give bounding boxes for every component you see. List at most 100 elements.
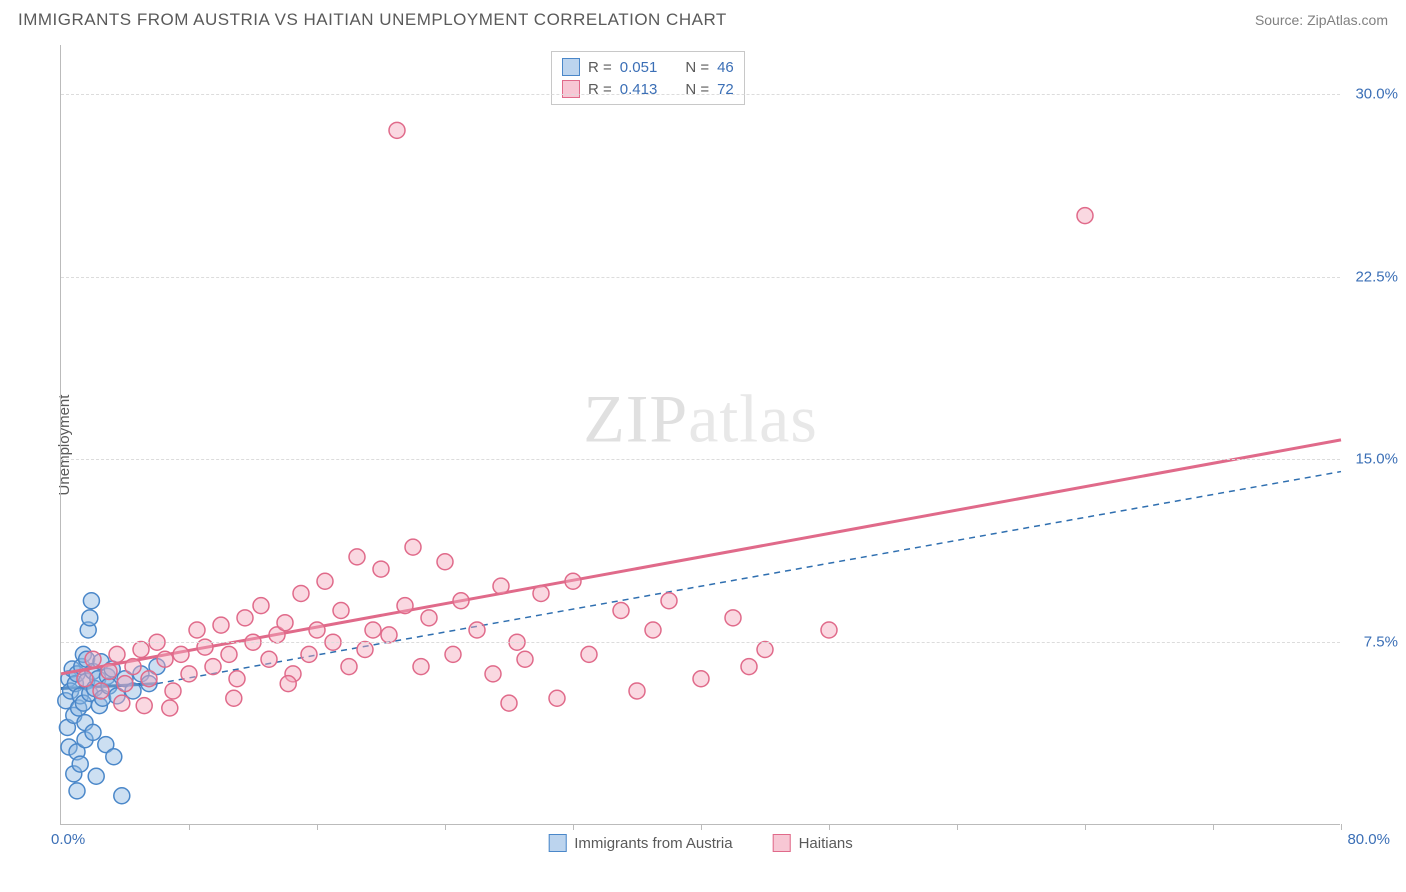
data-point bbox=[253, 598, 269, 614]
data-point bbox=[821, 622, 837, 638]
plot-svg bbox=[61, 45, 1340, 824]
data-point bbox=[341, 659, 357, 675]
data-point bbox=[133, 642, 149, 658]
legend-R-label: R = bbox=[588, 59, 612, 76]
data-point bbox=[85, 724, 101, 740]
data-point bbox=[82, 610, 98, 626]
data-point bbox=[693, 671, 709, 687]
data-point bbox=[226, 690, 242, 706]
legend-R-value: 0.051 bbox=[620, 59, 658, 76]
data-point bbox=[421, 610, 437, 626]
data-point bbox=[645, 622, 661, 638]
data-point bbox=[757, 642, 773, 658]
x-tick bbox=[1085, 824, 1086, 830]
data-point bbox=[114, 695, 130, 711]
data-point bbox=[136, 698, 152, 714]
source-name: ZipAtlas.com bbox=[1307, 12, 1388, 28]
gridline bbox=[61, 277, 1340, 278]
x-max-label: 80.0% bbox=[1347, 831, 1390, 848]
data-point bbox=[106, 749, 122, 765]
x-tick bbox=[701, 824, 702, 830]
data-point bbox=[293, 585, 309, 601]
y-tick-label: 30.0% bbox=[1355, 85, 1398, 102]
x-tick bbox=[829, 824, 830, 830]
data-point bbox=[493, 578, 509, 594]
data-point bbox=[485, 666, 501, 682]
data-point bbox=[101, 663, 117, 679]
data-point bbox=[397, 598, 413, 614]
data-point bbox=[373, 561, 389, 577]
legend-N-label: N = bbox=[685, 81, 709, 98]
data-point bbox=[109, 646, 125, 662]
data-point bbox=[389, 122, 405, 138]
data-point bbox=[173, 646, 189, 662]
data-point bbox=[125, 659, 141, 675]
data-point bbox=[725, 610, 741, 626]
data-point bbox=[349, 549, 365, 565]
data-point bbox=[162, 700, 178, 716]
data-point bbox=[280, 676, 296, 692]
data-point bbox=[93, 683, 109, 699]
y-tick-label: 22.5% bbox=[1355, 268, 1398, 285]
data-point bbox=[501, 695, 517, 711]
data-point bbox=[88, 768, 104, 784]
data-point bbox=[69, 783, 85, 799]
data-point bbox=[301, 646, 317, 662]
data-point bbox=[517, 651, 533, 667]
regression-line-extended bbox=[157, 472, 1341, 684]
data-point bbox=[114, 788, 130, 804]
data-point bbox=[365, 622, 381, 638]
data-point bbox=[405, 539, 421, 555]
legend-label: Haitians bbox=[799, 835, 853, 852]
data-point bbox=[72, 756, 88, 772]
legend-label: Immigrants from Austria bbox=[574, 835, 732, 852]
gridline bbox=[61, 642, 1340, 643]
plot-region: ZIPatlas R =0.051N =46R =0.413N =72 0.0%… bbox=[60, 45, 1340, 825]
data-point bbox=[613, 603, 629, 619]
chart-header: IMMIGRANTS FROM AUSTRIA VS HAITIAN UNEMP… bbox=[0, 0, 1406, 34]
data-point bbox=[83, 593, 99, 609]
source-attribution: Source: ZipAtlas.com bbox=[1255, 12, 1388, 28]
legend-series: Immigrants from Austria Haitians bbox=[548, 834, 853, 852]
x-tick bbox=[445, 824, 446, 830]
x-tick bbox=[1341, 824, 1342, 830]
data-point bbox=[261, 651, 277, 667]
x-origin-label: 0.0% bbox=[51, 831, 85, 848]
data-point bbox=[445, 646, 461, 662]
data-point bbox=[581, 646, 597, 662]
data-point bbox=[221, 646, 237, 662]
data-point bbox=[317, 573, 333, 589]
legend-swatch bbox=[562, 80, 580, 98]
data-point bbox=[413, 659, 429, 675]
data-point bbox=[141, 671, 157, 687]
data-point bbox=[309, 622, 325, 638]
data-point bbox=[1077, 208, 1093, 224]
legend-N-value: 72 bbox=[717, 81, 734, 98]
data-point bbox=[549, 690, 565, 706]
legend-R-value: 0.413 bbox=[620, 81, 658, 98]
data-point bbox=[117, 676, 133, 692]
legend-row: R = 0.051 N = 46 bbox=[562, 56, 734, 78]
source-prefix: Source: bbox=[1255, 12, 1307, 28]
legend-item: Immigrants from Austria bbox=[548, 834, 732, 852]
legend-item: Haitians bbox=[773, 834, 853, 852]
data-point bbox=[213, 617, 229, 633]
chart-title: IMMIGRANTS FROM AUSTRIA VS HAITIAN UNEMP… bbox=[18, 10, 727, 30]
data-point bbox=[85, 651, 101, 667]
legend-N-value: 46 bbox=[717, 59, 734, 76]
legend-row: R =0.413N =72 bbox=[562, 78, 734, 100]
data-point bbox=[77, 671, 93, 687]
legend-N-label: N = bbox=[685, 59, 709, 76]
x-tick bbox=[957, 824, 958, 830]
data-point bbox=[237, 610, 253, 626]
x-tick bbox=[189, 824, 190, 830]
data-point bbox=[181, 666, 197, 682]
legend-swatch bbox=[562, 58, 580, 76]
data-point bbox=[629, 683, 645, 699]
y-tick-label: 7.5% bbox=[1364, 634, 1398, 651]
gridline bbox=[61, 459, 1340, 460]
legend-correlation-box: R = 0.051 N = 46R = 0.413 N = 72 bbox=[551, 51, 745, 105]
x-tick bbox=[317, 824, 318, 830]
data-point bbox=[333, 603, 349, 619]
legend-swatch bbox=[773, 834, 791, 852]
